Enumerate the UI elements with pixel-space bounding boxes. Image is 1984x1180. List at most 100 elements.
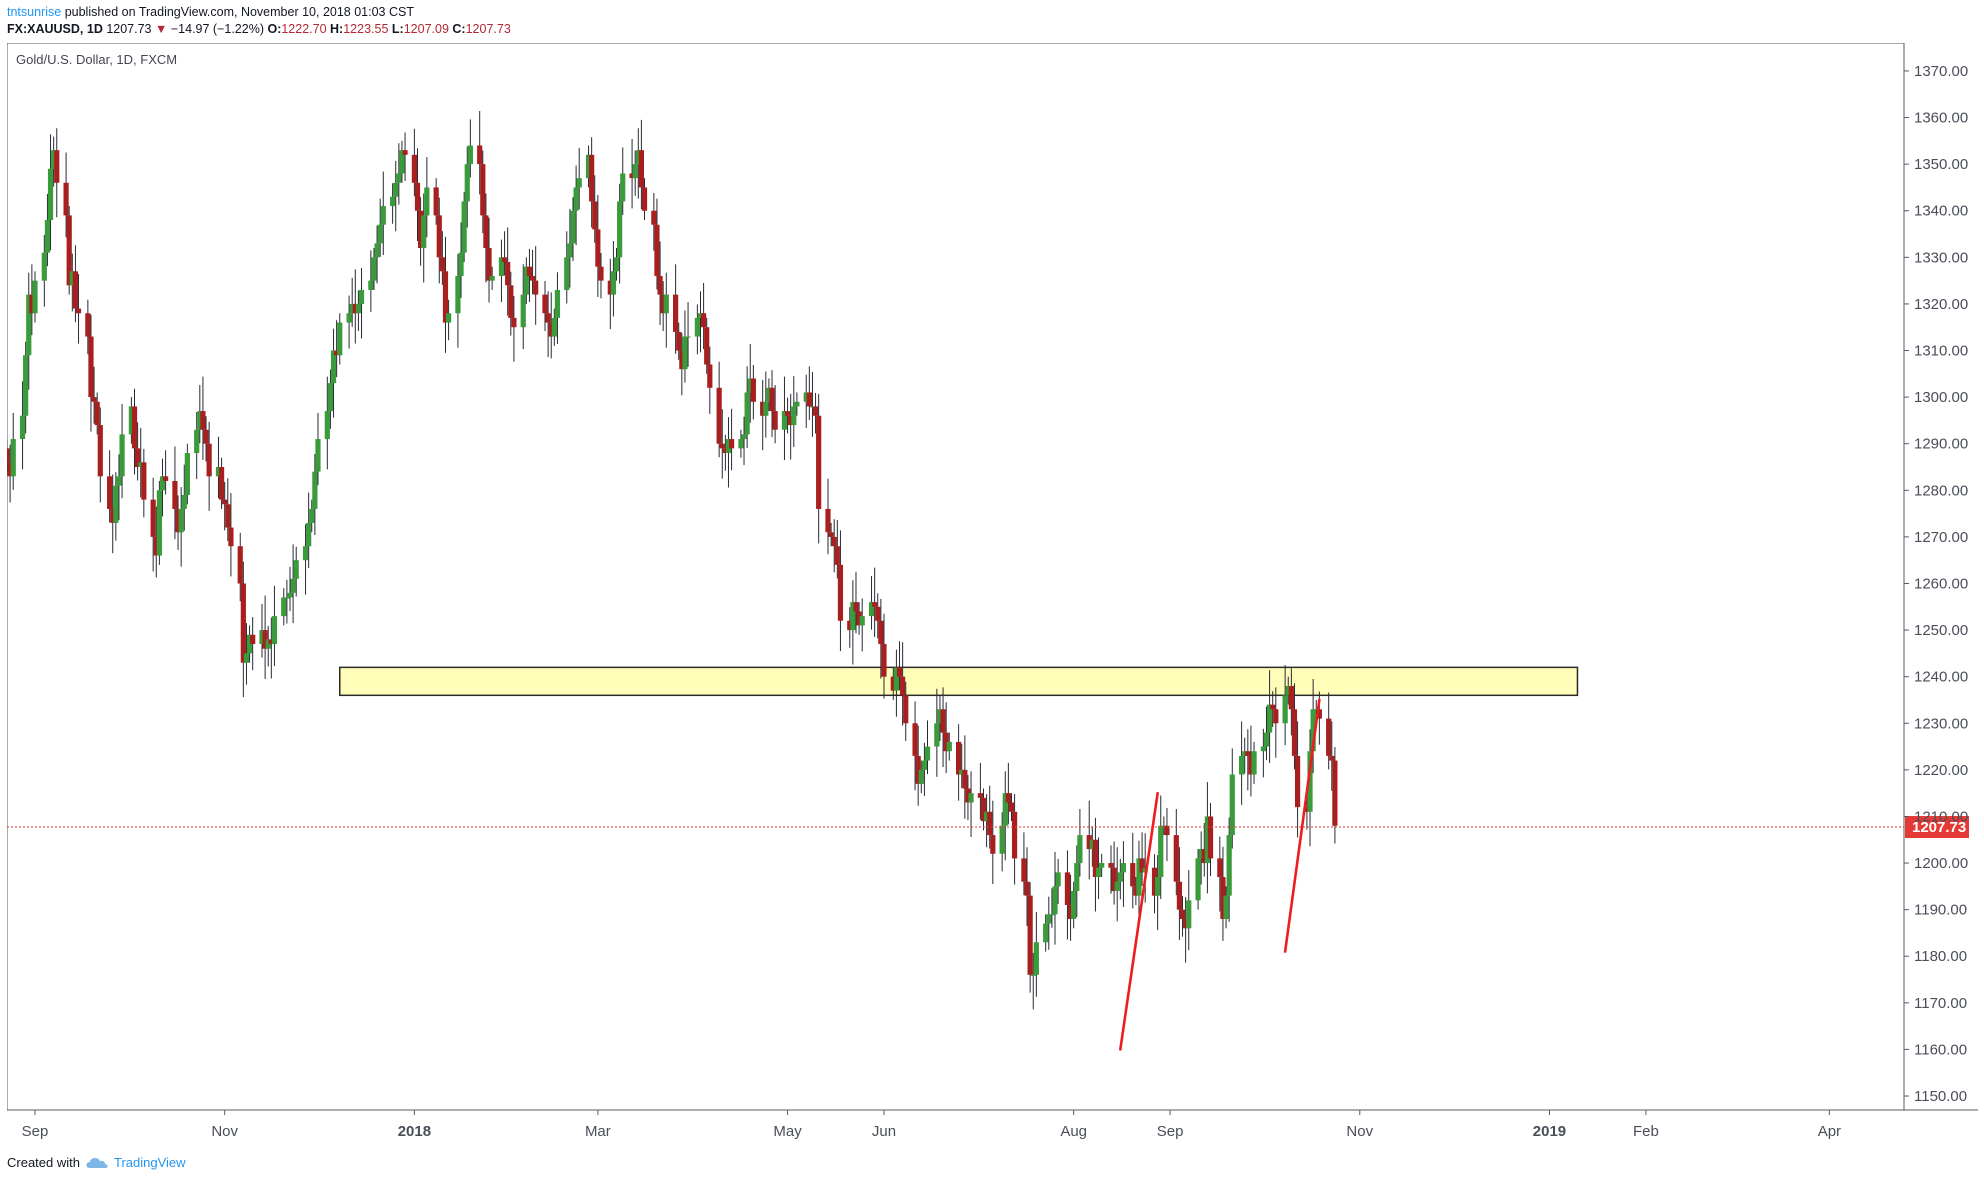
candle-body: [983, 811, 990, 822]
candle: [682, 310, 688, 383]
candle: [1248, 725, 1254, 797]
candle-body: [728, 439, 735, 449]
candle-body: [1027, 895, 1033, 975]
candle-body: [744, 392, 750, 435]
candle-body: [1248, 755, 1254, 775]
candle-body: [138, 462, 144, 468]
candle-body: [585, 154, 592, 179]
candle: [337, 313, 343, 365]
candle: [1186, 870, 1192, 951]
candle-body: [1030, 974, 1036, 976]
chart-area[interactable]: 1207.73 1150.00 1160.00 1170.00 1180.00 1190…: [4, 42, 1978, 1154]
candle-body: [679, 350, 685, 370]
candle: [1220, 846, 1226, 941]
candle: [489, 266, 495, 290]
candle-body: [613, 257, 620, 272]
candle: [172, 446, 178, 540]
candle: [290, 544, 296, 624]
candle: [1064, 850, 1071, 940]
candlestick-chart[interactable]: 1207.73 1150.00 1160.00 1170.00 1180.00 1190…: [4, 42, 1978, 1154]
price-tick-label: 1310.00: [1914, 343, 1968, 360]
candle: [330, 328, 337, 418]
candle: [135, 422, 141, 481]
candle: [716, 361, 722, 458]
candle: [570, 197, 576, 262]
candle: [983, 794, 990, 848]
candle: [704, 317, 710, 374]
candle: [533, 246, 539, 325]
candle: [520, 264, 526, 350]
candle-body: [47, 168, 54, 221]
candle-body: [1183, 918, 1189, 929]
candle: [1291, 683, 1298, 770]
candle-body: [411, 154, 417, 183]
tradingview-link[interactable]: TradingView: [113, 1155, 186, 1170]
candle: [175, 495, 181, 550]
candle-body: [806, 392, 812, 407]
time-tick-label: Sep: [1157, 1123, 1184, 1140]
candle: [368, 250, 374, 312]
time-tick-label: Aug: [1060, 1123, 1087, 1140]
candle: [607, 258, 613, 330]
candle-body: [1220, 877, 1226, 919]
candle-body: [1173, 835, 1179, 882]
candle-body: [1161, 825, 1167, 827]
price-axis[interactable]: 1150.00 1160.00 1170.00 1180.00 1190.00 1200.…: [1904, 63, 1968, 1105]
candle: [1027, 882, 1033, 993]
candle: [878, 598, 884, 679]
candle-body: [918, 769, 924, 784]
candle: [302, 524, 309, 595]
candle-body: [309, 508, 315, 523]
candle: [1043, 914, 1049, 952]
candle-body: [853, 602, 859, 612]
candle-body: [1099, 863, 1105, 868]
candle-body: [956, 741, 962, 775]
candle-body: [1329, 755, 1335, 761]
candle: [875, 593, 881, 639]
candle: [890, 667, 896, 700]
candle: [498, 239, 505, 303]
time-axis[interactable]: AugSepNov2018MarMayJunAugSepNov2019FebAp…: [7, 1110, 1841, 1140]
candle: [390, 183, 396, 224]
candle-body: [694, 317, 700, 337]
candle-body: [722, 448, 728, 454]
high-label: H:: [330, 22, 344, 36]
candle: [418, 197, 424, 266]
candle-body: [153, 536, 159, 556]
time-tick-label: Nov: [1346, 1123, 1373, 1140]
candle: [150, 477, 156, 572]
candle: [697, 291, 704, 353]
candle-body: [987, 811, 993, 836]
close-value: 1207.73: [465, 22, 511, 36]
candle: [85, 299, 91, 355]
candle: [374, 225, 380, 284]
candle-body: [250, 634, 256, 645]
candle-body: [327, 383, 334, 412]
candle: [1077, 809, 1083, 877]
candle-body: [620, 173, 626, 202]
candle-body: [570, 210, 576, 244]
candle-body: [831, 536, 837, 547]
candle-body: [592, 201, 598, 230]
candle: [853, 571, 859, 634]
candle: [816, 393, 822, 544]
candle: [352, 269, 358, 344]
candle-body: [651, 210, 657, 225]
candle-body: [163, 476, 169, 481]
candle: [567, 208, 573, 288]
candle-body: [791, 406, 797, 426]
candle-body: [1229, 774, 1235, 836]
candle: [1161, 816, 1167, 836]
price-tick-label: 1360.00: [1914, 110, 1968, 127]
candle: [629, 138, 635, 209]
candle: [738, 429, 744, 458]
candle-body: [1086, 835, 1092, 850]
candle: [200, 376, 206, 461]
candle: [1285, 676, 1291, 705]
candle-body: [1260, 746, 1266, 752]
author-link[interactable]: tntsunrise: [7, 5, 62, 19]
candle-body: [856, 611, 862, 626]
price-tick-label: 1230.00: [1914, 715, 1968, 732]
candle: [1329, 721, 1335, 791]
candle: [1089, 826, 1095, 867]
